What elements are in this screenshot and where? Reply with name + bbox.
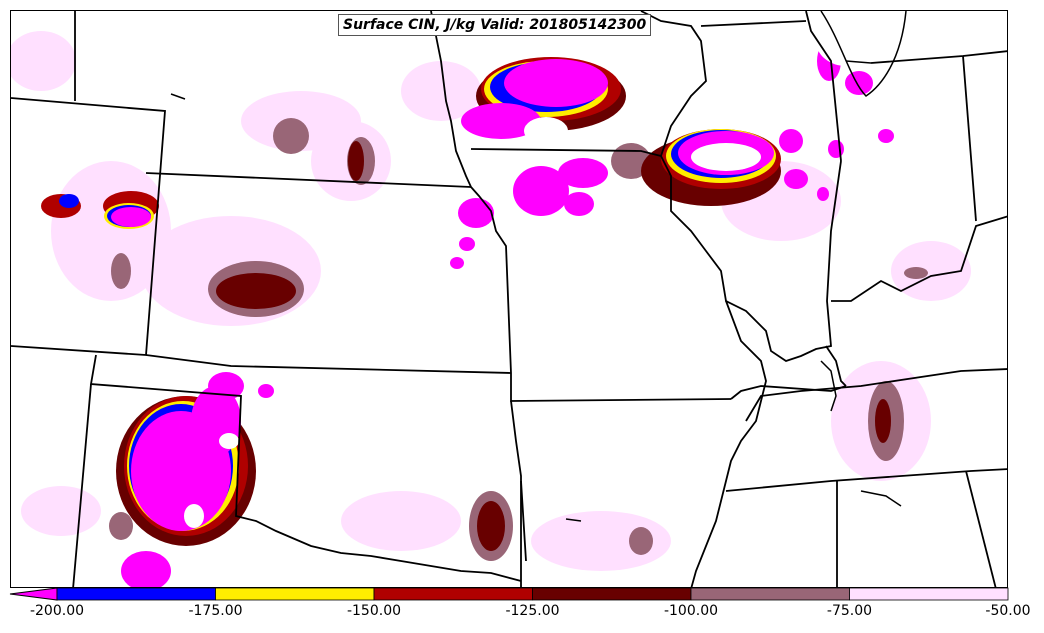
cin-magenta-shading: [111, 41, 894, 587]
lake-outlines: [170, 11, 907, 522]
colorbar-bins: [9, 587, 1009, 601]
map-frame: [10, 10, 1008, 588]
colorbar-bin-2: [373, 587, 533, 601]
map-plot: [11, 11, 1007, 587]
colorbar-tick-label: -175.00: [188, 603, 243, 619]
colorbar-tick-label: -150.00: [346, 603, 402, 619]
colorbar-tick-label: -200.00: [29, 603, 85, 619]
colorbar-tick-label: -50.00: [985, 603, 1031, 619]
state-boundaries: [11, 11, 1007, 587]
colorbar-extend-low: [9, 587, 58, 601]
colorbar-tick-label: -100.00: [663, 603, 719, 619]
colorbar-bin-3: [532, 587, 692, 601]
map-title: Surface CIN, J/kg Valid: 201805142300: [338, 14, 652, 36]
colorbar-bin-0: [56, 587, 216, 601]
colorbar-tick-label: -75.00: [826, 603, 873, 619]
colorbar-tick-label: -125.00: [505, 603, 560, 619]
colorbar-bin-5: [849, 587, 1009, 601]
colorbar-bin-4: [690, 587, 850, 601]
colorbar-bin-1: [215, 587, 375, 601]
